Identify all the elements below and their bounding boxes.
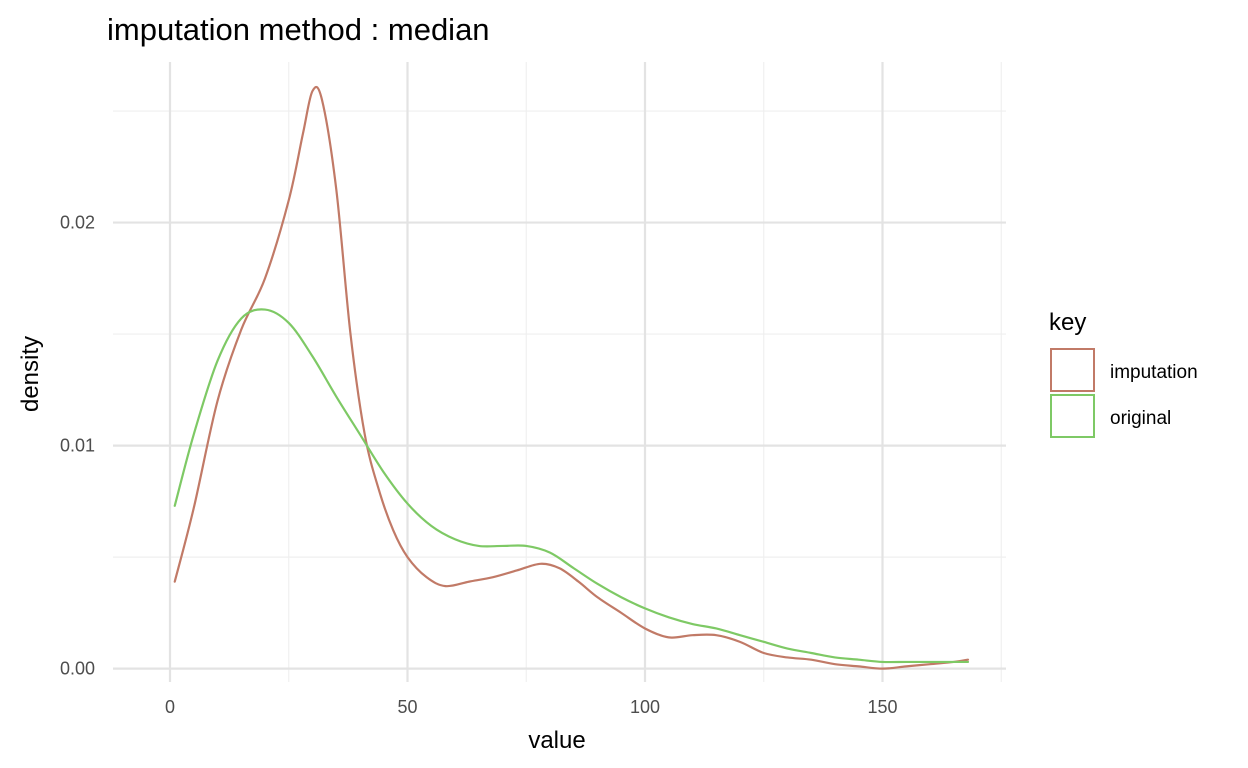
legend-label-imputation: imputation bbox=[1110, 362, 1198, 383]
minor-gridlines bbox=[113, 62, 1006, 682]
major-gridlines bbox=[113, 62, 1006, 682]
chart-title: imputation method : median bbox=[107, 12, 490, 47]
x-axis-tick-labels: 0 50 100 150 bbox=[165, 697, 898, 717]
legend-key-original bbox=[1050, 394, 1095, 438]
legend-title: key bbox=[1049, 309, 1086, 336]
y-axis-title: density bbox=[17, 336, 44, 412]
y-tick-label: 0.02 bbox=[60, 213, 95, 233]
x-axis-title: value bbox=[528, 727, 585, 754]
series-lines bbox=[173, 85, 970, 670]
x-tick-label: 150 bbox=[867, 697, 897, 717]
x-tick-label: 100 bbox=[630, 697, 660, 717]
legend-key-imputation bbox=[1050, 348, 1095, 392]
x-tick-label: 50 bbox=[397, 697, 417, 717]
legend: key imputation original bbox=[1049, 309, 1198, 438]
legend-label-original: original bbox=[1110, 408, 1171, 429]
x-tick-label: 0 bbox=[165, 697, 175, 717]
series-line-original bbox=[173, 308, 970, 664]
series-line-imputation bbox=[173, 85, 970, 670]
y-tick-label: 0.00 bbox=[60, 659, 95, 679]
legend-items: imputation original bbox=[1050, 348, 1198, 438]
y-tick-label: 0.01 bbox=[60, 436, 95, 456]
y-axis-tick-labels: 0.00 0.01 0.02 bbox=[60, 213, 95, 679]
